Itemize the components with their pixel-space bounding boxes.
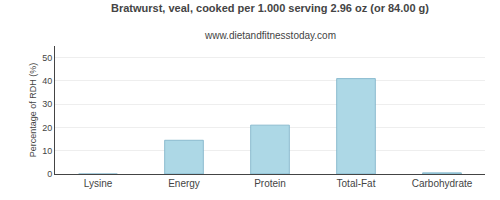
svg-text:Energy: Energy xyxy=(168,178,200,189)
svg-text:Total-Fat: Total-Fat xyxy=(337,178,376,189)
svg-text:Carbohydrate: Carbohydrate xyxy=(412,178,473,189)
svg-text:Bratwurst, veal, cooked per 1.: Bratwurst, veal, cooked per 1.000 servin… xyxy=(111,2,429,14)
svg-text:Percentage of RDH (%): Percentage of RDH (%) xyxy=(28,63,38,158)
svg-text:50: 50 xyxy=(42,53,52,63)
svg-text:10: 10 xyxy=(42,146,52,156)
svg-text:Protein: Protein xyxy=(254,178,286,189)
svg-text:0: 0 xyxy=(47,169,52,179)
svg-text:40: 40 xyxy=(42,76,52,86)
svg-text:30: 30 xyxy=(42,99,52,109)
svg-text:www.dietandfitnesstoday.com: www.dietandfitnesstoday.com xyxy=(204,30,336,41)
svg-text:20: 20 xyxy=(42,123,52,133)
svg-text:Lysine: Lysine xyxy=(84,178,113,189)
